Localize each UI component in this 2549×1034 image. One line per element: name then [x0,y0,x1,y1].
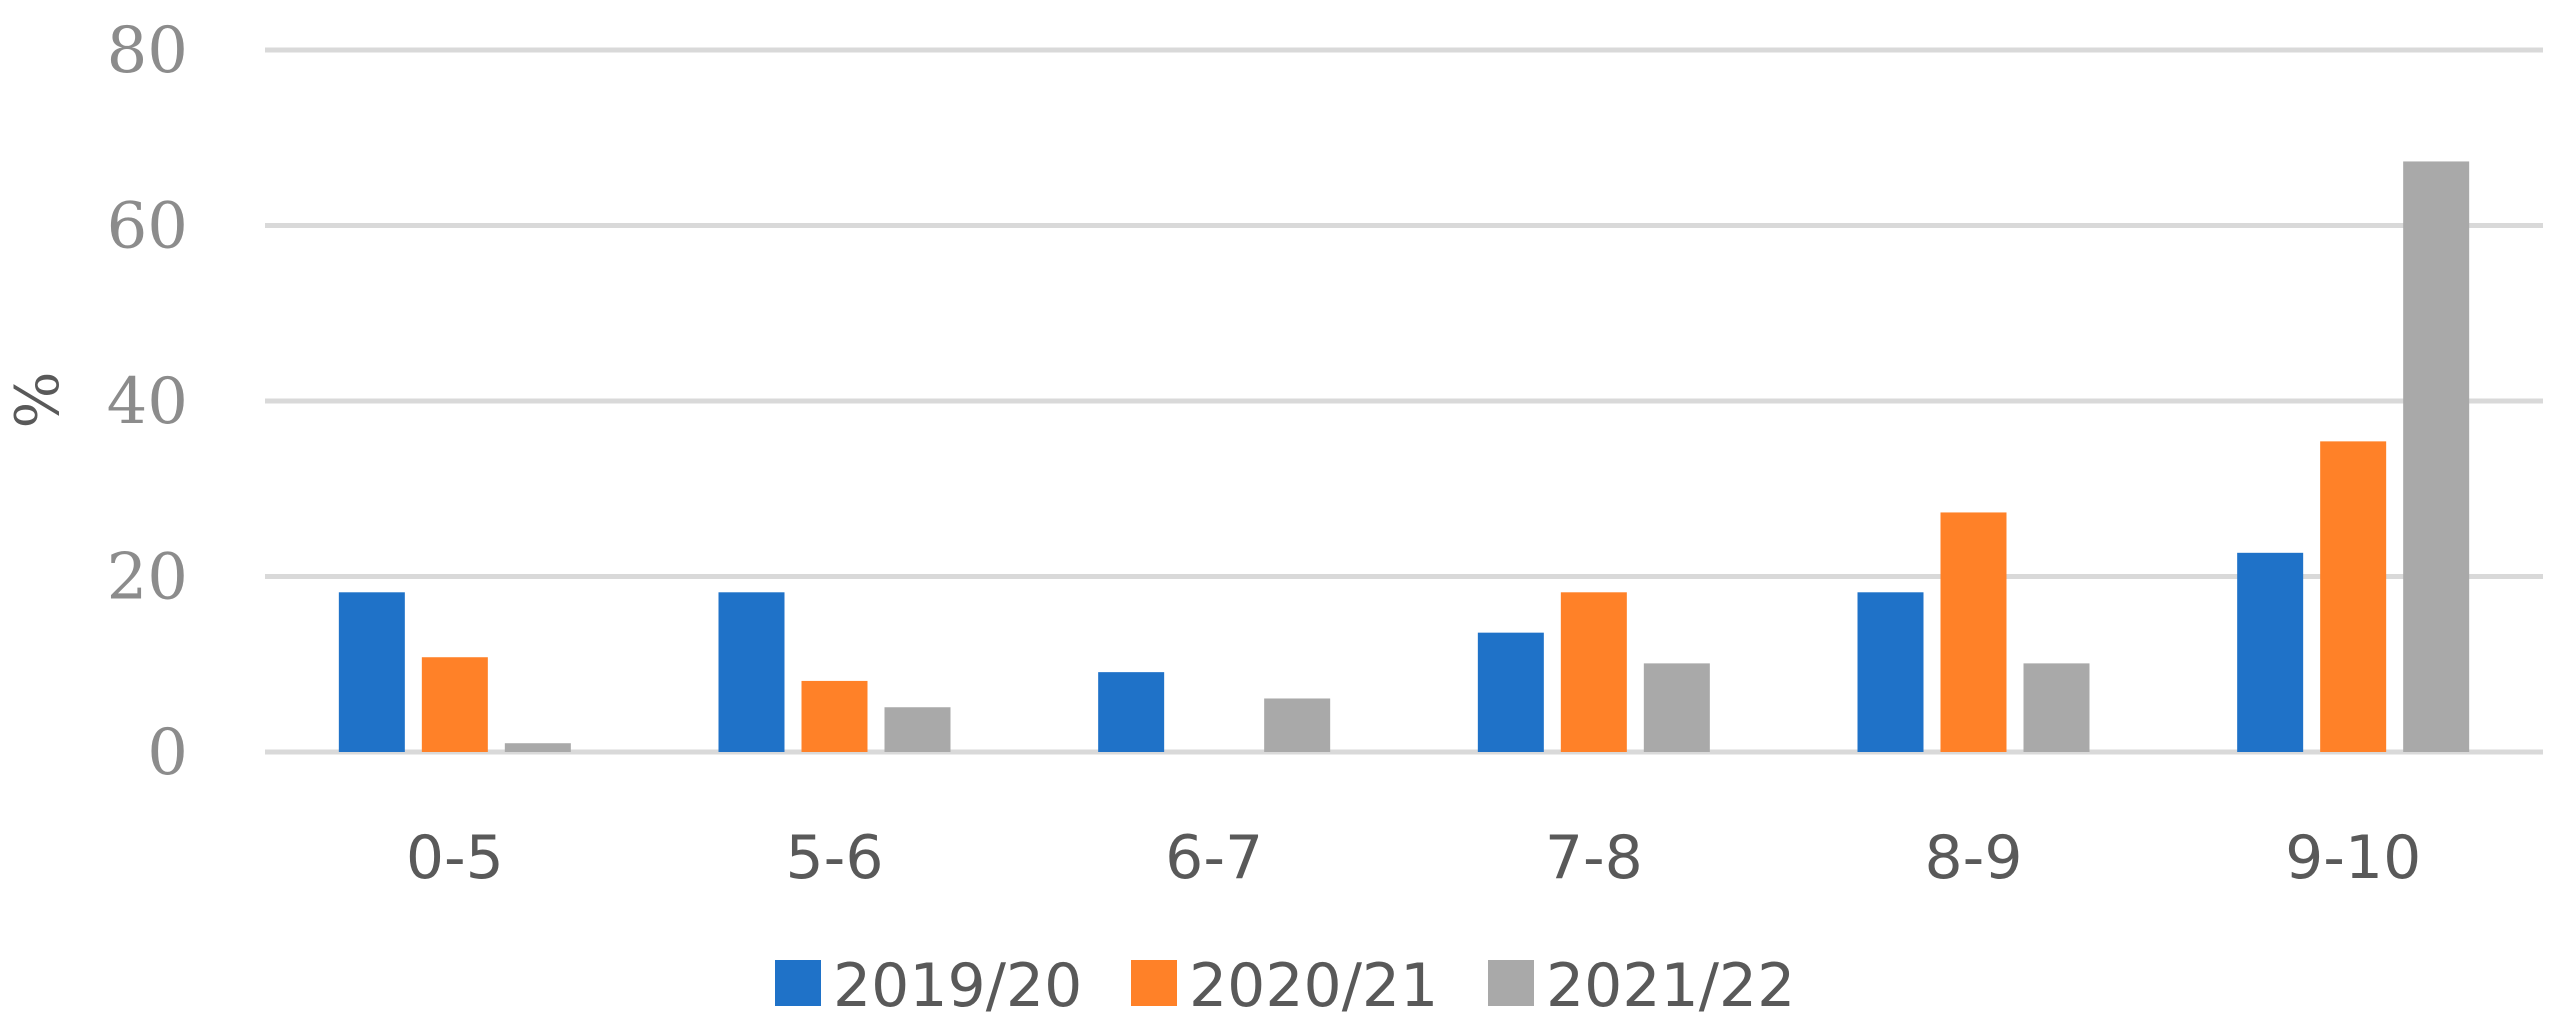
legend-label: 2021/22 [1546,951,1795,1021]
legend-item-2020/21: 2020/21 [1131,951,1438,1021]
x-tick-label: 6-7 [1165,823,1263,893]
x-axis-tick-labels: 0-5 5-6 6-7 7-8 8-9 9-10 [406,823,2421,893]
legend-swatch [1488,960,1534,1006]
bar-9-10-2019/20 [2237,552,2304,752]
x-tick-label: 0-5 [406,823,504,893]
series-2021/22 [504,161,2470,752]
bar-5-6-2021/22 [884,707,951,752]
legend-label: 2019/20 [833,951,1082,1021]
bar-6-7-2019/20 [1098,672,1165,752]
bar-0-5-2020/21 [421,657,488,752]
bar-5-6-2020/21 [801,680,868,752]
y-tick-label: 40 [107,365,188,439]
legend: 2019/20 2020/21 2021/22 [775,951,1795,1021]
x-tick-label: 8-9 [1925,823,2023,893]
x-tick-label: 5-6 [786,823,884,893]
y-tick-label: 60 [107,190,188,264]
bar-7-8-2019/20 [1477,632,1544,752]
legend-item-2021/22: 2021/22 [1488,951,1795,1021]
y-tick-label: 0 [147,716,188,790]
bar-9-10-2020/21 [2320,441,2387,752]
bar-7-8-2020/21 [1560,592,1627,752]
y-axis-label: % [3,371,73,428]
bar-8-9-2019/20 [1857,592,1924,752]
bar-8-9-2021/22 [2023,663,2090,752]
bar-8-9-2020/21 [1940,512,2007,752]
y-tick-label: 20 [107,541,188,615]
gridlines [265,47,2543,755]
series-2019/20 [338,552,2304,752]
bar-5-6-2019/20 [718,592,785,752]
legend-label: 2020/21 [1189,951,1438,1021]
x-tick-label: 9-10 [2285,823,2421,893]
y-axis-tick-labels: 0 20 40 60 80 [107,14,188,790]
x-tick-label: 7-8 [1545,823,1643,893]
bar-6-7-2021/22 [1264,698,1331,752]
y-tick-label: 80 [107,14,188,88]
bar-0-5-2019/20 [338,592,405,752]
bar-7-8-2021/22 [1643,663,1710,752]
bar-series [338,161,2470,752]
series-2020/21 [421,441,2387,752]
bar-0-5-2021/22 [504,743,571,752]
legend-swatch [775,960,821,1006]
legend-swatch [1131,960,1177,1006]
bar-9-10-2021/22 [2403,161,2470,752]
legend-item-2019/20: 2019/20 [775,951,1082,1021]
